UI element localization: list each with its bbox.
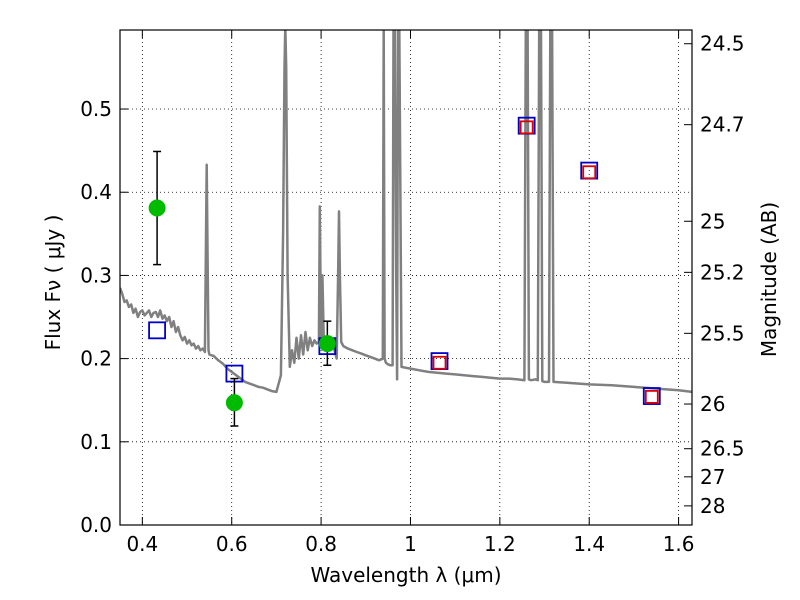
observed-point bbox=[225, 394, 243, 412]
y-tick-label: 0.5 bbox=[80, 97, 112, 121]
y-tick-label: 0.0 bbox=[80, 513, 112, 537]
y-tick-label: 0.1 bbox=[80, 430, 112, 454]
x-tick-label: 1.4 bbox=[573, 532, 605, 556]
observed-point bbox=[148, 199, 166, 217]
mag-tick-label: 25 bbox=[700, 209, 725, 233]
y-tick-label: 0.2 bbox=[80, 347, 112, 371]
y-axis-title: Flux Fν ( μJy ) bbox=[41, 215, 65, 351]
x-tick-label: 0.8 bbox=[305, 532, 337, 556]
y-tick-label: 0.4 bbox=[80, 180, 112, 204]
y-axis-right: 24.5 24.7 25 25.2 25.5 26 26.5 27 28 bbox=[684, 32, 745, 518]
mag-tick-label: 26.5 bbox=[700, 437, 745, 461]
plot-area bbox=[120, 30, 692, 427]
x-tick-label: 0.4 bbox=[126, 532, 158, 556]
x-tick-label: 1.6 bbox=[663, 532, 695, 556]
mag-tick-label: 24.7 bbox=[700, 113, 745, 137]
x-tick-label: 1.2 bbox=[484, 532, 516, 556]
x-axis: 0.4 0.6 0.8 1 1.2 1.4 1.6 bbox=[126, 30, 695, 556]
marker-red-squares bbox=[644, 389, 659, 404]
y-axis-right-title: Magnitude (AB) bbox=[757, 202, 781, 357]
y-tick-label: 0.3 bbox=[80, 263, 112, 287]
mag-tick-label: 26 bbox=[700, 392, 725, 416]
marker-blue-squares bbox=[642, 387, 661, 405]
mag-tick-label: 25.5 bbox=[700, 321, 745, 345]
observed-point bbox=[318, 335, 336, 353]
marker-red-squares bbox=[582, 165, 597, 180]
mag-tick-label: 28 bbox=[700, 494, 725, 518]
mag-tick-label: 25.2 bbox=[700, 260, 745, 284]
x-tick-label: 0.6 bbox=[216, 532, 248, 556]
plot-frame bbox=[119, 29, 693, 526]
mag-tick-label: 24.5 bbox=[700, 32, 745, 56]
x-tick-label: 1 bbox=[404, 532, 417, 556]
plot-clipped-group bbox=[120, 30, 692, 427]
marker-red-squares bbox=[432, 355, 447, 370]
marker-red-squares bbox=[519, 120, 534, 135]
marker-blue-squares bbox=[148, 321, 166, 340]
y-axis-left: 0.0 0.1 0.2 0.3 0.4 0.5 bbox=[80, 97, 128, 537]
sed-template-line bbox=[120, 30, 692, 394]
x-axis-title: Wavelength λ (μm) bbox=[310, 563, 501, 587]
mag-tick-label: 27 bbox=[700, 465, 725, 489]
